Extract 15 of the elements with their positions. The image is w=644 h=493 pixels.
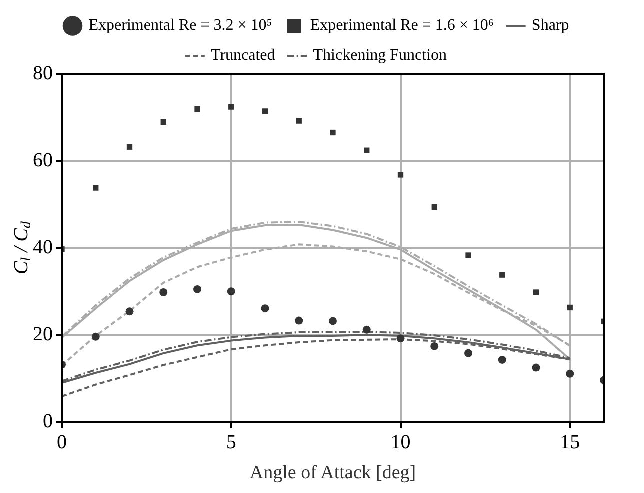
y-tick-label: 60 bbox=[33, 149, 53, 172]
legend-label: Truncated bbox=[210, 47, 276, 64]
x-tick-label: 15 bbox=[560, 431, 580, 454]
y-tick-label: 20 bbox=[33, 323, 53, 346]
legend-label: Sharp bbox=[532, 17, 570, 34]
x-tick-label: 5 bbox=[226, 431, 236, 454]
y-tick-label: 0 bbox=[43, 410, 53, 432]
y-tick-label: 80 bbox=[33, 62, 53, 84]
legend-label: Experimental Re = 3.2 × 10⁵ bbox=[88, 17, 272, 34]
x-tick-label: 0 bbox=[57, 431, 67, 454]
legend-label: Thickening Function bbox=[313, 47, 448, 64]
legend-label: Experimental Re = 1.6 × 10⁶ bbox=[310, 17, 494, 34]
y-tick-label: 40 bbox=[33, 236, 53, 258]
x-tick-label: 10 bbox=[390, 431, 411, 454]
x-axis-title: Angle of Attack [deg] bbox=[250, 462, 416, 484]
